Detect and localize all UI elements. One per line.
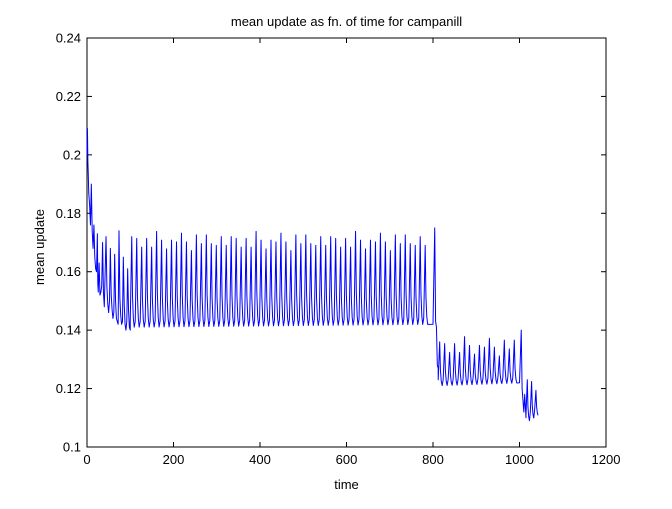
plot-area: 0 200 400 600 800 1000 1200 0.1 0.12 0.14 0.16 0.18… [56,31,621,468]
axes-box [86,37,607,448]
series-line [86,128,539,422]
y-tick-label: 0.16 [56,264,81,279]
x-tick-label: 200 [163,452,185,467]
y-axis-label: mean update [32,209,47,285]
y-tick-label: 0.14 [56,323,81,338]
y-tick-label: 0.12 [56,381,81,396]
y-tick-label: 0.24 [56,31,81,46]
x-tick-label: 800 [422,452,444,467]
x-tick-label: 1000 [505,452,534,467]
y-tick-label: 0.2 [63,147,81,162]
chart-title: mean update as fn. of time for campanill [231,14,462,29]
x-tick-label: 400 [249,452,271,467]
y-tick-label: 0.1 [63,440,81,455]
x-tick-label: 600 [336,452,358,467]
y-tick-label: 0.22 [56,89,81,104]
x-tick-label: 1200 [592,452,621,467]
x-axis-label: time [334,477,359,492]
x-tick-label: 0 [83,452,90,467]
y-tick-label: 0.18 [56,206,81,221]
